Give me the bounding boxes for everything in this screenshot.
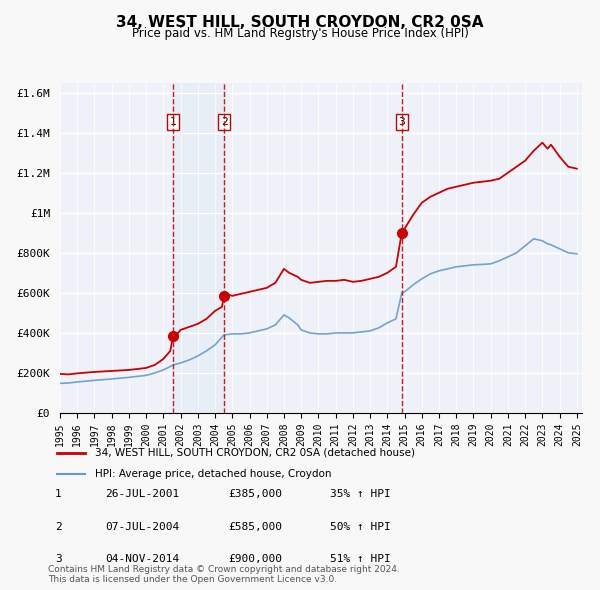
Text: Price paid vs. HM Land Registry's House Price Index (HPI): Price paid vs. HM Land Registry's House … xyxy=(131,27,469,40)
Text: £900,000: £900,000 xyxy=(228,555,282,564)
Text: 34, WEST HILL, SOUTH CROYDON, CR2 0SA: 34, WEST HILL, SOUTH CROYDON, CR2 0SA xyxy=(116,15,484,30)
Text: 1: 1 xyxy=(170,117,176,127)
Text: 07-JUL-2004: 07-JUL-2004 xyxy=(105,522,179,532)
Text: 2: 2 xyxy=(55,522,62,532)
Text: £585,000: £585,000 xyxy=(228,522,282,532)
Text: 04-NOV-2014: 04-NOV-2014 xyxy=(105,555,179,564)
Bar xyxy=(173,83,224,413)
Text: Contains HM Land Registry data © Crown copyright and database right 2024.
This d: Contains HM Land Registry data © Crown c… xyxy=(48,565,400,584)
Text: 3: 3 xyxy=(398,117,405,127)
Text: 35% ↑ HPI: 35% ↑ HPI xyxy=(330,490,391,499)
Text: 50% ↑ HPI: 50% ↑ HPI xyxy=(330,522,391,532)
Text: 51% ↑ HPI: 51% ↑ HPI xyxy=(330,555,391,564)
Text: 26-JUL-2001: 26-JUL-2001 xyxy=(105,490,179,499)
Text: 2: 2 xyxy=(221,117,227,127)
Text: 3: 3 xyxy=(55,555,62,564)
Text: £385,000: £385,000 xyxy=(228,490,282,499)
Text: 1: 1 xyxy=(55,490,62,499)
Text: 34, WEST HILL, SOUTH CROYDON, CR2 0SA (detached house): 34, WEST HILL, SOUTH CROYDON, CR2 0SA (d… xyxy=(95,448,415,458)
Text: HPI: Average price, detached house, Croydon: HPI: Average price, detached house, Croy… xyxy=(95,468,331,478)
